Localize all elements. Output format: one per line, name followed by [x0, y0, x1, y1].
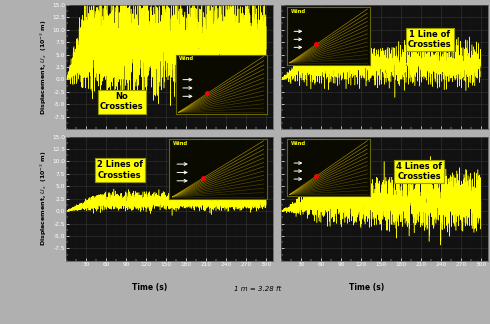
Text: No
Crossties: No Crossties [100, 92, 144, 111]
Y-axis label: Displacement, $\it{U_x}$  (10$^{-3}$ m): Displacement, $\it{U_x}$ (10$^{-3}$ m) [39, 19, 49, 115]
Text: 1 m = 3.28 ft: 1 m = 3.28 ft [234, 285, 281, 292]
Y-axis label: Displacement, $\it{U_x}$  (10$^{-3}$ m): Displacement, $\it{U_x}$ (10$^{-3}$ m) [39, 151, 49, 246]
Text: 1 Line of
Crossties: 1 Line of Crossties [408, 30, 451, 49]
Text: Time (s): Time (s) [349, 283, 384, 292]
Text: Time (s): Time (s) [132, 283, 167, 292]
Text: 2 Lines of
Crossties: 2 Lines of Crossties [97, 160, 143, 180]
Text: 4 Lines of
Crossties: 4 Lines of Crossties [396, 162, 442, 181]
